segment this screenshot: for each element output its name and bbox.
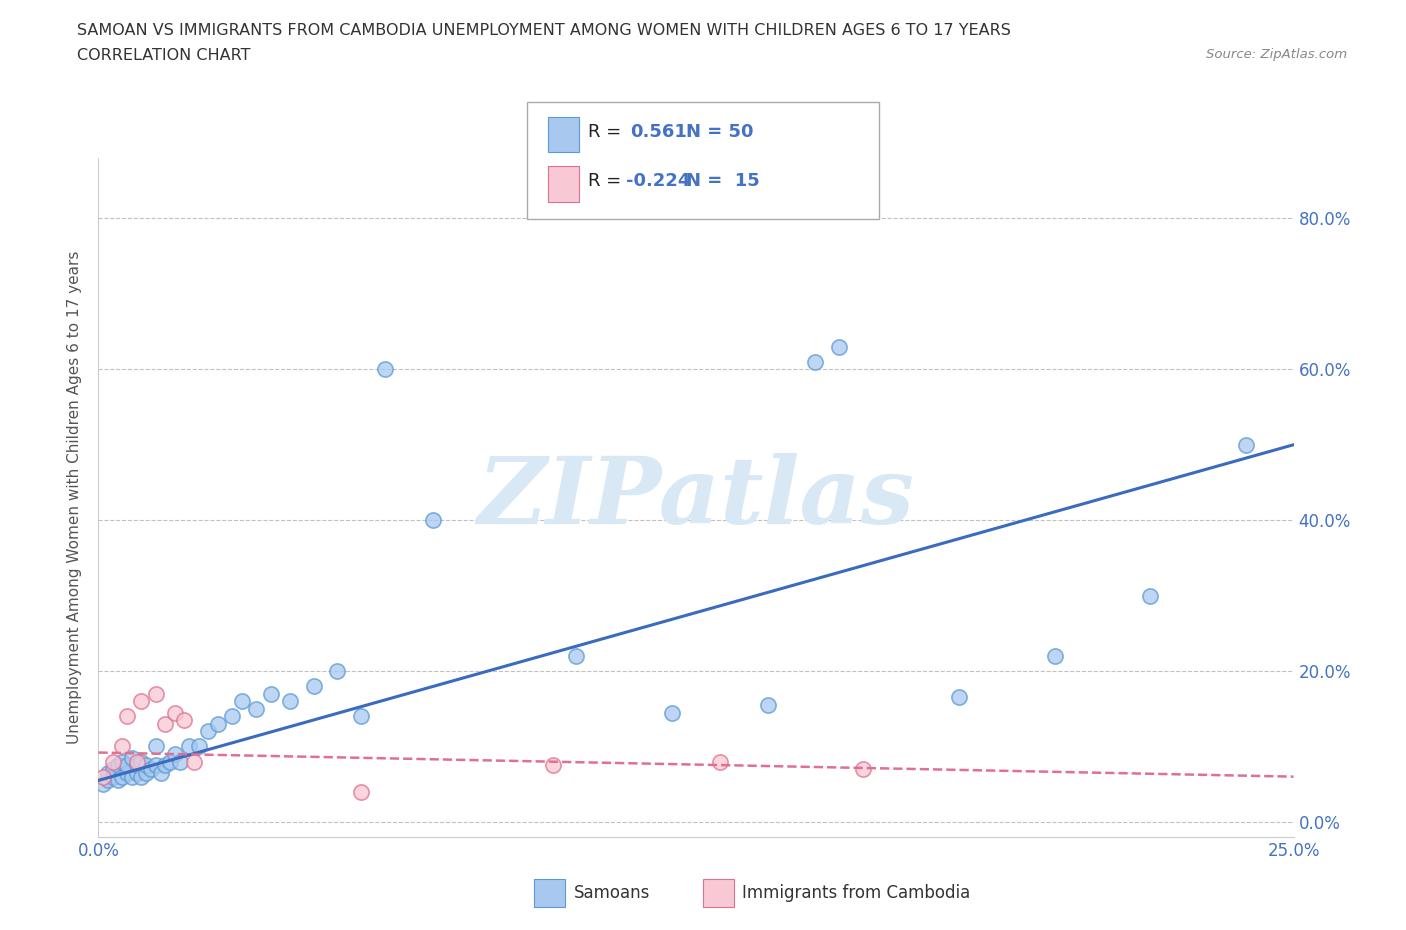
Point — [91, 769, 114, 784]
Point — [135, 758, 157, 773]
Text: R =: R = — [588, 172, 627, 190]
Point — [131, 754, 153, 769]
Point — [131, 694, 153, 709]
Point — [221, 709, 243, 724]
Text: Source: ZipAtlas.com: Source: ZipAtlas.com — [1206, 48, 1347, 61]
Text: N =  15: N = 15 — [686, 172, 759, 190]
Point — [350, 709, 373, 724]
Point — [259, 686, 281, 701]
Point — [1234, 437, 1257, 452]
Point — [173, 712, 195, 727]
Point — [231, 694, 253, 709]
Point — [197, 724, 219, 738]
Point — [374, 362, 396, 377]
Point — [111, 769, 134, 784]
Y-axis label: Unemployment Among Women with Children Ages 6 to 17 years: Unemployment Among Women with Children A… — [67, 251, 83, 744]
Point — [131, 769, 153, 784]
Point — [302, 679, 325, 694]
Point — [145, 739, 167, 754]
Point — [1139, 588, 1161, 603]
Point — [121, 751, 143, 765]
Point — [125, 765, 148, 780]
Point — [111, 754, 134, 769]
Text: CORRELATION CHART: CORRELATION CHART — [77, 48, 250, 63]
Point — [145, 758, 167, 773]
Point — [111, 739, 134, 754]
Point — [107, 758, 129, 773]
Point — [149, 765, 172, 780]
Point — [709, 754, 731, 769]
Text: ZIPatlas: ZIPatlas — [478, 453, 914, 542]
Point — [278, 694, 301, 709]
Point — [179, 739, 201, 754]
Text: -0.224: -0.224 — [626, 172, 690, 190]
Point — [207, 716, 229, 731]
Point — [155, 758, 177, 773]
Point — [135, 765, 157, 780]
Point — [948, 690, 970, 705]
Point — [139, 762, 162, 777]
Point — [101, 762, 124, 777]
Point — [163, 747, 186, 762]
Point — [661, 705, 683, 720]
Point — [97, 773, 120, 788]
Point — [756, 698, 779, 712]
Point — [852, 762, 875, 777]
Point — [121, 769, 143, 784]
Text: Samoans: Samoans — [574, 884, 650, 902]
Point — [183, 754, 205, 769]
Text: N = 50: N = 50 — [686, 123, 754, 140]
Text: 0.561: 0.561 — [630, 123, 686, 140]
Point — [187, 739, 209, 754]
Point — [565, 648, 588, 663]
Point — [350, 784, 373, 799]
Point — [245, 701, 267, 716]
Text: SAMOAN VS IMMIGRANTS FROM CAMBODIA UNEMPLOYMENT AMONG WOMEN WITH CHILDREN AGES 6: SAMOAN VS IMMIGRANTS FROM CAMBODIA UNEMP… — [77, 23, 1011, 38]
Point — [159, 754, 181, 769]
Point — [422, 512, 444, 527]
Point — [155, 716, 177, 731]
Point — [326, 664, 349, 679]
Point — [125, 758, 148, 773]
Point — [115, 765, 138, 780]
Point — [828, 339, 851, 354]
Text: Immigrants from Cambodia: Immigrants from Cambodia — [742, 884, 970, 902]
Point — [145, 686, 167, 701]
Point — [101, 754, 124, 769]
Point — [1043, 648, 1066, 663]
Point — [115, 758, 138, 773]
Point — [101, 769, 124, 784]
Point — [163, 705, 186, 720]
Text: R =: R = — [588, 123, 633, 140]
Point — [97, 765, 120, 780]
Point — [107, 773, 129, 788]
Point — [804, 354, 827, 369]
Point — [541, 758, 564, 773]
Point — [115, 709, 138, 724]
Point — [169, 754, 191, 769]
Point — [125, 754, 148, 769]
Point — [91, 777, 114, 791]
